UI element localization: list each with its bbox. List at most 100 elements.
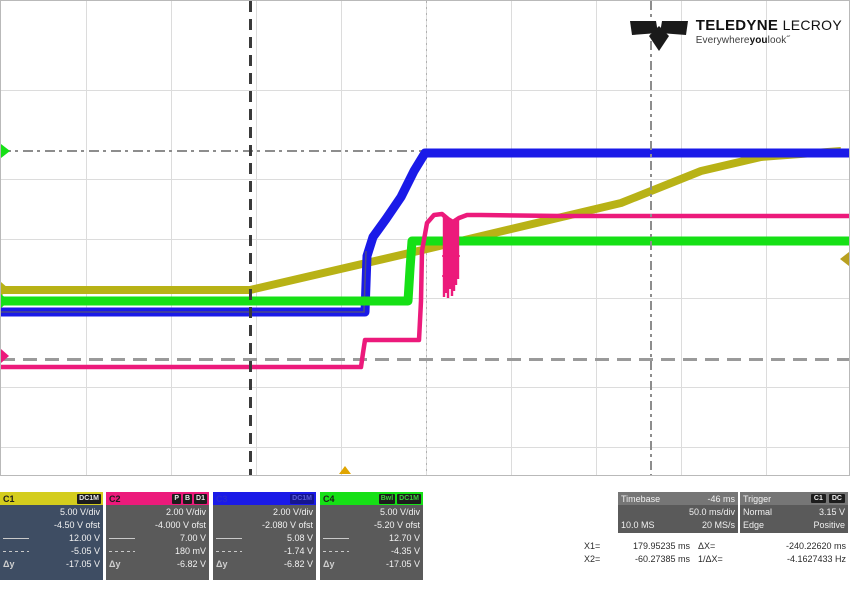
trigger-header: Trigger C1 DC bbox=[740, 492, 848, 505]
badge-bandwidth-c4[interactable]: Bwl bbox=[378, 493, 396, 504]
value-volts-div-c3: 2.00 V/div bbox=[272, 507, 313, 517]
channel-marker-c1-left-icon[interactable] bbox=[1, 282, 9, 296]
row-meas-top-c1: 12.00 V bbox=[3, 532, 100, 545]
timebase-body: 50.0 ms/div 10.0 MS 20 MS/s bbox=[618, 505, 738, 533]
timebase-row-scale: 50.0 ms/div bbox=[621, 506, 735, 519]
row-offset-c2: -4.000 V ofst bbox=[109, 519, 206, 532]
channel-header-c4: C4 Bwl DC1M bbox=[320, 492, 423, 505]
cursor-x1-label: X1= bbox=[584, 541, 601, 551]
cursor-readout-row-1: X1= 179.95235 ms ΔX= -240.22620 ms bbox=[584, 540, 850, 553]
row-delta-c4: Δy -17.05 V bbox=[323, 558, 420, 571]
grid-vline bbox=[341, 1, 342, 475]
timebase-row-acq: 10.0 MS 20 MS/s bbox=[621, 519, 735, 532]
tagline-trademark: ˝ bbox=[786, 35, 790, 46]
channel-marker-c2-left-icon[interactable] bbox=[1, 349, 9, 363]
waveform-c4 bbox=[1, 236, 849, 306]
logo-tagline: Everywhereyoulook˝ bbox=[696, 36, 842, 46]
value-meas-bottom-c2: 180 mV bbox=[174, 546, 206, 556]
trigger-coupling-badge[interactable]: DC bbox=[828, 494, 845, 503]
grid-hline bbox=[1, 298, 849, 299]
waveform-c2 bbox=[1, 211, 849, 370]
timebase-descriptor[interactable]: Timebase -46 ms 50.0 ms/div 10.0 MS 20 MS… bbox=[618, 492, 738, 533]
channel-marker-c1-right-icon[interactable] bbox=[840, 252, 849, 266]
badge-probe-c2[interactable]: P bbox=[172, 493, 181, 504]
time-cursor-x1[interactable] bbox=[249, 1, 252, 475]
waveform-canvas bbox=[1, 147, 849, 370]
badge-coupling-c4[interactable]: DC1M bbox=[397, 493, 421, 504]
channel-marker-c4b-left-icon[interactable] bbox=[1, 294, 9, 308]
trigger-position-marker-icon[interactable] bbox=[339, 466, 351, 474]
value-meas-bottom-c3: -1.74 V bbox=[283, 546, 313, 556]
trigger-source-badge[interactable]: C1 bbox=[810, 494, 826, 503]
tagline-pre: Everywhere bbox=[695, 35, 750, 46]
row-offset-c3: -2.080 V ofst bbox=[216, 519, 313, 532]
channel-badges-c1: DC1M bbox=[77, 493, 101, 504]
badge-coupling-c1[interactable]: DC1M bbox=[77, 493, 101, 504]
bottom-status-bar: C1 DC1M 5.00 V/div -4.50 V ofst 12.00 V … bbox=[0, 476, 850, 594]
timebase-sample-rate: 20 MS/s bbox=[701, 520, 735, 530]
logo-teledyne-text: TELEDYNE bbox=[695, 17, 779, 34]
cursor-readout: X1= 179.95235 ms ΔX= -240.22620 ms X2= -… bbox=[584, 540, 850, 566]
teledyne-lecroy-logo: TELEDYNE LECROY Everywhereyoulook˝ bbox=[629, 12, 842, 52]
grid-vline bbox=[171, 1, 172, 475]
channel-descriptor-c1[interactable]: C1 DC1M 5.00 V/div -4.50 V ofst 12.00 V … bbox=[0, 492, 103, 580]
channel-descriptor-c2[interactable]: C2 P B D1 2.00 V/div -4.000 V ofst 7.00 … bbox=[106, 492, 209, 580]
trigger-level: 3.15 V bbox=[818, 507, 845, 517]
channel-body-c4: 5.00 V/div -5.20 V ofst 12.70 V -4.35 V … bbox=[320, 505, 423, 571]
channel-body-c2: 2.00 V/div -4.000 V ofst 7.00 V 180 mV Δ… bbox=[106, 505, 209, 571]
teledyne-chevron-icon bbox=[629, 21, 688, 51]
badge-digital-c2[interactable]: D1 bbox=[194, 493, 207, 504]
timebase-trigger-group: Timebase -46 ms 50.0 ms/div 10.0 MS 20 MS… bbox=[618, 492, 848, 533]
cursor-line-dashed-icon bbox=[216, 551, 242, 552]
label-delta-c1: Δy bbox=[3, 559, 15, 569]
row-offset-c1: -4.50 V ofst bbox=[3, 519, 100, 532]
cursor-readout-row-2: X2= -60.27385 ms 1/ΔX= -4.1627433 Hz bbox=[584, 553, 850, 566]
trigger-row-mode: Normal 3.15 V bbox=[743, 506, 845, 519]
channel-descriptor-c4[interactable]: C4 Bwl DC1M 5.00 V/div -5.20 V ofst 12.7… bbox=[320, 492, 423, 580]
row-volts-div-c4: 5.00 V/div bbox=[323, 506, 420, 519]
badge-bandwidth-c2[interactable]: B bbox=[182, 493, 193, 504]
row-meas-bottom-c4: -4.35 V bbox=[323, 545, 420, 558]
channel-badges-c3: DC1M bbox=[290, 493, 314, 504]
trigger-type: Edge bbox=[743, 520, 765, 530]
cursor-dx-label: ΔX= bbox=[698, 541, 716, 551]
value-meas-top-c2: 7.00 V bbox=[179, 533, 206, 543]
channel-header-c1: C1 DC1M bbox=[0, 492, 103, 505]
trigger-descriptor[interactable]: Trigger C1 DC Normal 3.15 V Edge Positive bbox=[740, 492, 848, 533]
channel-body-c1: 5.00 V/div -4.50 V ofst 12.00 V -5.05 V … bbox=[0, 505, 103, 571]
value-meas-top-c1: 12.00 V bbox=[68, 533, 100, 543]
channel-label-c2: C2 bbox=[109, 493, 121, 504]
timebase-title: Timebase bbox=[621, 493, 661, 504]
grid-hline bbox=[1, 179, 849, 180]
channel-badges-c2: P B D1 bbox=[172, 493, 207, 504]
cursor-line-dashed-icon bbox=[3, 551, 29, 552]
row-meas-bottom-c1: -5.05 V bbox=[3, 545, 100, 558]
cursor-invdx-value: -4.1627433 Hz bbox=[786, 554, 846, 564]
channel-label-c4: C4 bbox=[323, 493, 335, 504]
row-volts-div-c2: 2.00 V/div bbox=[109, 506, 206, 519]
value-delta-c4: -17.05 V bbox=[385, 559, 420, 569]
channel-descriptor-c3[interactable]: C3 DC1M 2.00 V/div -2.080 V ofst 5.08 V … bbox=[213, 492, 316, 580]
channel-marker-c4-left-icon[interactable] bbox=[1, 144, 10, 158]
value-meas-top-c3: 5.08 V bbox=[286, 533, 313, 543]
cursor-invdx-label: 1/ΔX= bbox=[698, 554, 723, 564]
badge-coupling-c3[interactable]: DC1M bbox=[290, 493, 314, 504]
timebase-time-div: 50.0 ms/div bbox=[688, 507, 735, 517]
channel-header-c3: C3 DC1M bbox=[213, 492, 316, 505]
time-cursor-x2[interactable] bbox=[650, 1, 652, 475]
row-delta-c3: Δy -6.82 V bbox=[216, 558, 313, 571]
timebase-delay: -46 ms bbox=[707, 493, 735, 504]
horizontal-cursor-lower[interactable] bbox=[1, 358, 849, 361]
row-delta-c2: Δy -6.82 V bbox=[109, 558, 206, 571]
trigger-body: Normal 3.15 V Edge Positive bbox=[740, 505, 848, 533]
graticule[interactable] bbox=[0, 0, 850, 476]
cursor-dx-value: -240.22620 ms bbox=[785, 541, 846, 551]
row-meas-bottom-c2: 180 mV bbox=[109, 545, 206, 558]
value-volts-div-c4: 5.00 V/div bbox=[379, 507, 420, 517]
timebase-header: Timebase -46 ms bbox=[618, 492, 738, 505]
value-meas-bottom-c1: -5.05 V bbox=[70, 546, 100, 556]
grid-hline bbox=[1, 447, 849, 448]
value-meas-top-c4: 12.70 V bbox=[388, 533, 420, 543]
trigger-title: Trigger bbox=[743, 493, 772, 504]
value-delta-c1: -17.05 V bbox=[65, 559, 100, 569]
